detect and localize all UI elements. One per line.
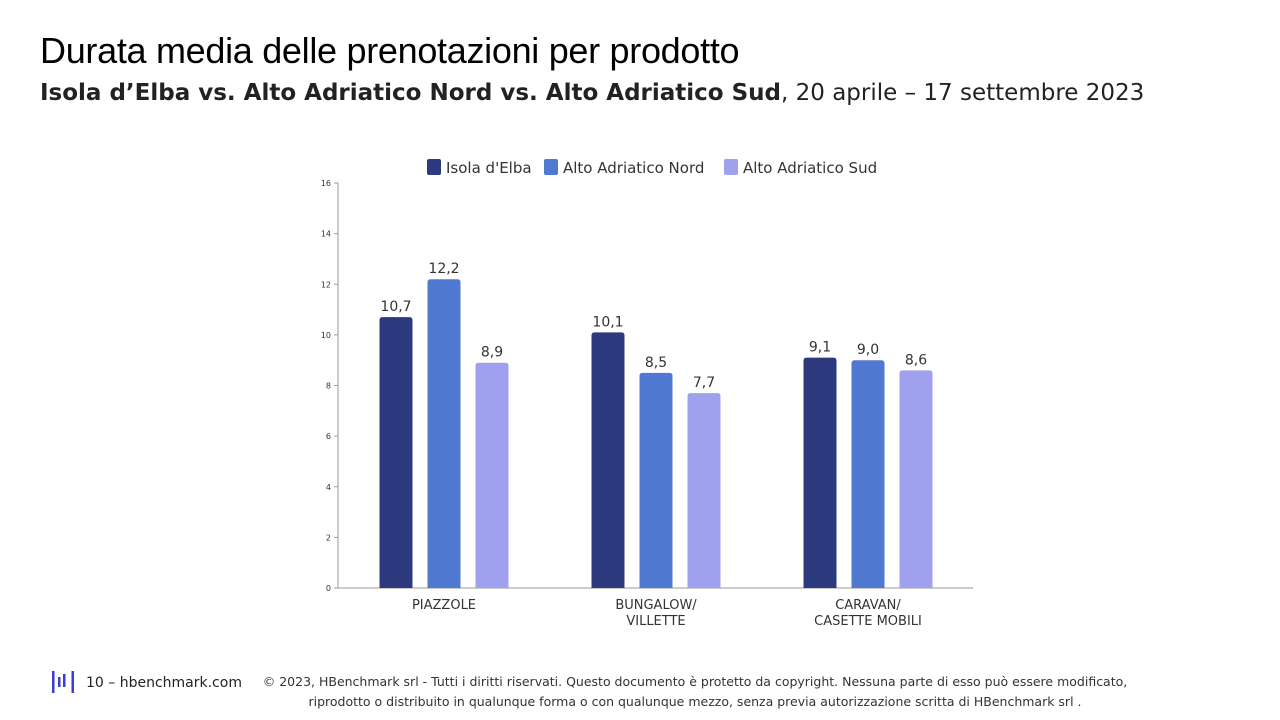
- bar: [639, 372, 673, 588]
- y-tick-label: 12: [321, 280, 331, 289]
- chart-bars: 10,7 12,2 8,9 10,1 8,5 7,7 9,1 9,0 8,6: [379, 261, 933, 588]
- y-tick-label: 16: [321, 179, 331, 188]
- bar-value-label: 10,1: [592, 314, 623, 330]
- bar: [899, 370, 933, 588]
- bar: [687, 393, 721, 588]
- y-tick-label: 0: [326, 584, 331, 593]
- hbenchmark-logo-icon: [52, 671, 74, 693]
- legend-label: Isola d'Elba: [446, 159, 532, 177]
- bar: [591, 332, 625, 588]
- bar-value-label: 8,6: [905, 352, 927, 368]
- page-subtitle: Isola d’Elba vs. Alto Adriatico Nord vs.…: [40, 80, 1144, 106]
- y-tick-label: 6: [326, 432, 331, 441]
- bar-value-label: 8,9: [481, 345, 503, 361]
- bar-value-label: 7,7: [693, 375, 715, 391]
- copyright-line-1: © 2023, HBenchmark srl - Tutti i diritti…: [262, 674, 1128, 689]
- bar-value-label: 8,5: [645, 355, 667, 371]
- bar-value-label: 12,2: [428, 261, 459, 277]
- footer-copyright: © 2023, HBenchmark srl - Tutti i diritti…: [250, 672, 1140, 712]
- x-tick-label: CARAVAN/: [835, 598, 901, 613]
- bar-value-label: 10,7: [380, 299, 411, 315]
- bar: [803, 357, 837, 588]
- chart-legend: Isola d'Elba Alto Adriatico Nord Alto Adri…: [427, 159, 877, 177]
- bar-value-label: 9,0: [857, 342, 879, 358]
- bar: [379, 317, 413, 588]
- footer-page-number: 10 – hbenchmark.com: [86, 675, 242, 691]
- subtitle-regions: Isola d’Elba vs. Alto Adriatico Nord vs.…: [40, 80, 782, 106]
- y-tick-label: 10: [321, 331, 331, 340]
- y-tick-label: 8: [326, 382, 331, 391]
- x-tick-label: VILLETTE: [626, 614, 685, 629]
- bar-value-label: 9,1: [809, 340, 831, 356]
- y-tick-label: 4: [326, 483, 331, 492]
- subtitle-period: , 20 aprile – 17 settembre 2023: [781, 80, 1145, 106]
- legend-swatch: [544, 159, 558, 175]
- bar: [475, 362, 509, 588]
- bar: [427, 279, 461, 588]
- x-tick-label: CASETTE MOBILI: [814, 614, 922, 629]
- copyright-line-2: riprodotto o distribuito in qualunque fo…: [308, 694, 1082, 709]
- legend-label: Alto Adriatico Sud: [743, 159, 877, 177]
- page-title: Durata media delle prenotazioni per prod…: [40, 30, 740, 71]
- y-tick-label: 2: [326, 533, 331, 542]
- bar: [851, 360, 885, 588]
- x-tick-label: BUNGALOW/: [615, 598, 697, 613]
- legend-swatch: [427, 159, 441, 175]
- y-tick-label: 14: [321, 230, 331, 239]
- legend-swatch: [724, 159, 738, 175]
- legend-label: Alto Adriatico Nord: [563, 159, 704, 177]
- x-tick-label: PIAZZOLE: [412, 598, 476, 613]
